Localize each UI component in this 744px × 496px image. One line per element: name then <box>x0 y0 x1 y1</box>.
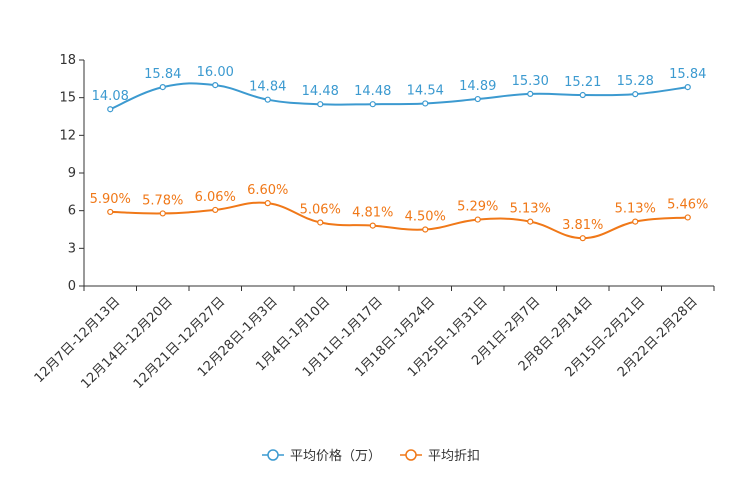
x-tick-label: 12月7日-12月13日 <box>32 294 124 386</box>
legend-marker-icon <box>267 449 279 461</box>
data-point[interactable] <box>579 235 586 242</box>
data-point[interactable] <box>264 200 271 207</box>
data-point[interactable] <box>632 91 639 98</box>
data-label: 14.54 <box>407 83 444 98</box>
data-point[interactable] <box>212 82 219 89</box>
series-line <box>109 82 688 111</box>
data-label: 5.90% <box>90 192 131 207</box>
data-label: 5.46% <box>667 197 708 212</box>
data-point[interactable] <box>107 106 114 113</box>
y-tick-label: 12 <box>59 128 76 143</box>
data-label: 14.08 <box>92 89 129 104</box>
data-label: 5.78% <box>142 193 183 208</box>
data-point[interactable] <box>369 101 376 108</box>
data-point[interactable] <box>579 91 586 99</box>
data-point[interactable] <box>527 90 534 98</box>
series-avg-price: 14.08 15.84 16.00 14.84 14.48 14.48 14.54 14.89… <box>92 65 706 113</box>
data-point[interactable] <box>422 100 429 107</box>
legend-label: 平均价格（万） <box>290 448 381 464</box>
data-point[interactable] <box>527 218 534 225</box>
data-point[interactable] <box>264 96 271 103</box>
data-point[interactable] <box>107 208 114 216</box>
data-label: 15.30 <box>512 74 549 89</box>
x-tick-labels: 12月7日-12月13日12月14日-12月20日12月21日-12月27日12… <box>32 294 701 391</box>
data-point[interactable] <box>684 84 691 91</box>
data-label: 6.60% <box>247 183 288 198</box>
data-point[interactable] <box>212 206 219 214</box>
data-label: 14.48 <box>354 84 391 99</box>
data-label: 6.06% <box>195 190 236 205</box>
data-point[interactable] <box>422 226 429 233</box>
data-label: 14.84 <box>249 80 286 95</box>
data-point[interactable] <box>684 214 691 221</box>
series-avg-discount: 5.90% 5.78% 6.06% 6.60% 5.06% 4.81% 4.50% 5.29%… <box>90 183 708 242</box>
y-tick-label: 6 <box>68 204 76 219</box>
data-label: 5.13% <box>615 202 656 217</box>
y-tick-label: 9 <box>68 166 76 181</box>
data-label: 4.50% <box>405 210 446 225</box>
legend-label: 平均折扣 <box>428 449 480 464</box>
data-point[interactable] <box>369 222 376 229</box>
y-tick-label: 15 <box>59 91 76 106</box>
legend[interactable]: 平均价格（万） 平均折扣 <box>262 448 480 464</box>
data-label: 15.21 <box>564 75 601 90</box>
data-point[interactable] <box>317 101 324 108</box>
legend-item-avg-price[interactable]: 平均价格（万） <box>262 448 381 464</box>
x-tick-label: 12月14日-12月20日 <box>78 294 175 391</box>
data-label: 14.48 <box>302 84 339 99</box>
series-layer: 14.08 15.84 16.00 14.84 14.48 14.48 14.54 14.89… <box>90 65 708 242</box>
data-point[interactable] <box>632 218 639 225</box>
data-point[interactable] <box>474 216 481 223</box>
data-label: 5.06% <box>300 202 341 217</box>
data-label: 5.13% <box>510 202 551 217</box>
y-tick-label: 3 <box>68 241 76 256</box>
data-label: 15.84 <box>669 67 706 82</box>
y-tick-labels: 0 3 6 9 12 15 18 <box>59 53 76 294</box>
data-label: 5.29% <box>457 200 498 215</box>
legend-marker-icon <box>405 449 417 461</box>
data-label: 15.28 <box>617 74 654 89</box>
data-label: 15.84 <box>144 67 181 82</box>
data-point[interactable] <box>474 95 481 103</box>
data-label: 14.89 <box>459 79 496 94</box>
y-tick-label: 18 <box>59 53 76 68</box>
y-tick-label: 0 <box>68 279 76 294</box>
axes <box>79 59 715 291</box>
data-point[interactable] <box>317 219 324 226</box>
data-label: 4.81% <box>352 206 393 221</box>
data-label: 16.00 <box>197 65 234 80</box>
series-line <box>110 201 688 240</box>
x-tick-label: 12月21日-12月27日 <box>131 294 228 391</box>
data-label: 3.81% <box>562 218 603 233</box>
data-point[interactable] <box>159 210 166 217</box>
data-point[interactable] <box>159 84 166 91</box>
legend-item-avg-discount[interactable]: 平均折扣 <box>400 449 480 464</box>
